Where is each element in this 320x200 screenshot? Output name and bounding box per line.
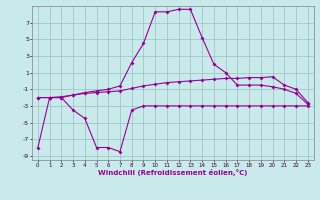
X-axis label: Windchill (Refroidissement éolien,°C): Windchill (Refroidissement éolien,°C) — [98, 169, 247, 176]
